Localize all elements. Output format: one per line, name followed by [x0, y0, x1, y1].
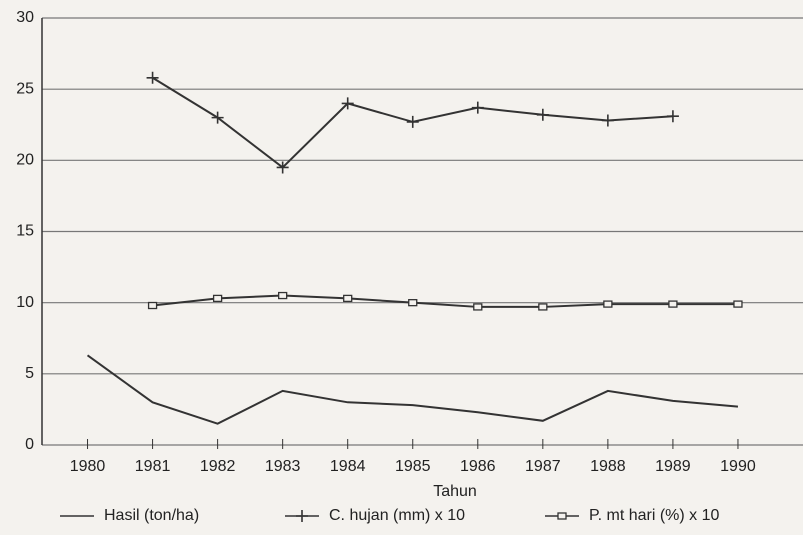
- point: [343, 294, 353, 303]
- point: [668, 300, 678, 308]
- x-tick-label: 1989: [655, 458, 691, 475]
- x-tick-label: 1980: [70, 458, 106, 475]
- point: [536, 108, 549, 121]
- point: [406, 115, 419, 128]
- y-tick-label: 15: [16, 223, 34, 240]
- x-tick-label: 1983: [265, 458, 301, 475]
- legend-label: Hasil (ton/ha): [104, 507, 199, 524]
- point: [601, 114, 614, 127]
- point: [603, 300, 613, 308]
- point: [211, 111, 224, 124]
- point: [733, 300, 743, 308]
- point: [408, 299, 418, 307]
- x-tick-label: 1986: [460, 458, 496, 475]
- x-tick-label: 1981: [135, 458, 171, 475]
- x-tick-label: 1988: [590, 458, 626, 475]
- y-tick-label: 30: [16, 9, 34, 26]
- legend-label: C. hujan (mm) x 10: [329, 507, 465, 524]
- legend-label: P. mt hari (%) x 10: [589, 507, 720, 524]
- point: [471, 101, 484, 114]
- series-line: [86, 354, 739, 425]
- legend-marker: [296, 510, 308, 522]
- x-axis-label: Tahun: [433, 483, 477, 500]
- x-tick-label: 1982: [200, 458, 236, 475]
- point: [538, 303, 548, 311]
- point: [212, 294, 223, 303]
- point: [278, 291, 288, 300]
- series-line: [152, 294, 738, 308]
- point: [276, 161, 289, 174]
- point: [473, 303, 483, 311]
- y-tick-label: 0: [25, 436, 34, 453]
- point: [666, 110, 679, 123]
- y-tick-label: 25: [16, 80, 34, 97]
- x-tick-label: 1987: [525, 458, 561, 475]
- y-tick-label: 10: [16, 294, 34, 311]
- point: [341, 97, 354, 110]
- y-tick-label: 20: [16, 152, 34, 169]
- x-tick-label: 1990: [720, 458, 756, 475]
- x-tick-label: 1984: [330, 458, 366, 475]
- point: [146, 71, 159, 84]
- x-tick-label: 1985: [395, 458, 431, 475]
- legend-marker: [557, 512, 567, 520]
- point: [147, 301, 158, 310]
- y-tick-label: 5: [25, 365, 34, 382]
